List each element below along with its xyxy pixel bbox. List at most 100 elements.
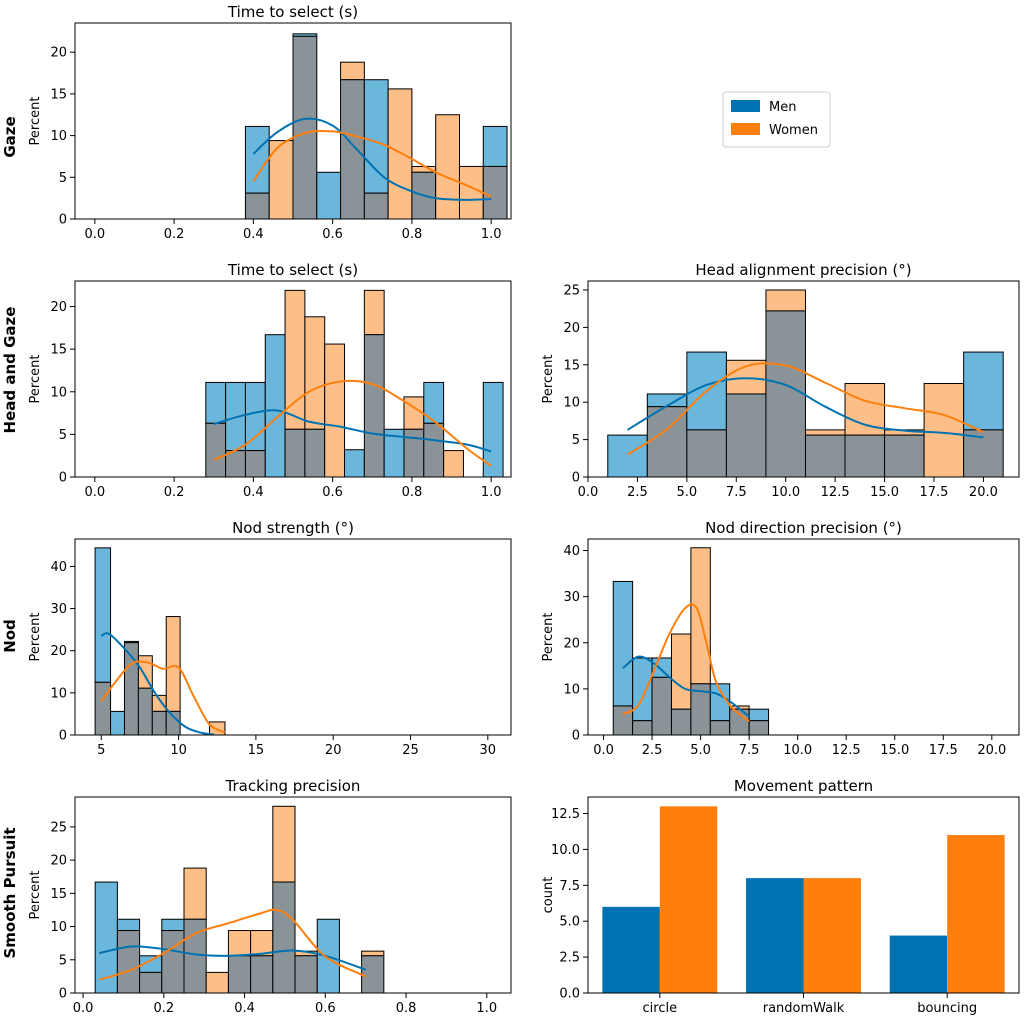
bar-men [116,918,141,932]
bar-overlap [165,710,181,736]
y-axis-label: count [541,877,556,914]
panel-title: Time to select (s) [227,3,358,21]
x-tick-label: 12.5 [821,485,850,500]
bar-overlap [363,334,385,478]
bar-women [209,721,226,736]
bar-men [264,334,286,478]
y-tick-label: 5.0 [559,915,580,930]
x-tick-label: 10.0 [771,485,800,500]
y-tick-label: 0 [59,213,67,228]
bar-overlap [151,710,167,736]
legend-swatch-men [731,100,760,112]
y-tick-label: 25 [50,820,67,835]
kde-line-women [100,660,226,734]
bar-overlap [804,434,846,478]
axes-frame [74,796,512,994]
y-tick-label: 7.5 [559,879,580,894]
bar-men [316,171,342,220]
bar-overlap [294,955,318,994]
bar-women [340,61,365,81]
kde-line-men [627,377,984,439]
bar-women [844,382,886,436]
bar-women [387,88,413,220]
y-tick-label: 20 [563,636,580,651]
y-tick-label: 25 [563,283,580,298]
bar-overlap [139,971,163,994]
y-tick-label: 15 [50,87,67,102]
axes-frame [74,280,512,478]
y-tick-label: 5 [572,433,580,448]
x-tick-label: randomWalk [763,1001,845,1016]
y-tick-label: 30 [563,590,580,605]
y-tick-label: 15 [563,358,580,373]
x-tick-label: 0.8 [402,227,423,242]
bar-overlap [423,422,445,478]
bar-women [923,382,965,478]
x-tick-label: 15.0 [880,743,909,758]
kde-line-women [627,362,984,456]
x-tick-label: 15 [248,743,265,758]
x-tick-label: 5.0 [677,485,698,500]
axes-frame [587,280,1020,478]
bar-overlap [304,428,326,478]
bar-men [344,449,365,478]
bar-overlap [250,955,274,994]
bar-men [602,906,660,993]
y-axis-label: Percent [28,97,43,146]
bar-men [110,710,125,736]
x-tick-label: 30 [480,743,497,758]
x-tick-label: 2.5 [642,743,663,758]
y-tick-label: 0 [572,729,580,744]
y-axis-label: Percent [28,871,43,920]
bar-women [272,805,296,883]
bar-men [748,708,770,722]
bar-overlap [748,720,770,736]
panel-hg-align: 0 5 10 15 20 25 0.0 2.5 5.0 7.5 10.0 12.5 15.0 17.5 20… [541,261,1020,500]
bar-men [244,125,270,194]
y-tick-label: 0 [572,471,580,486]
bar-overlap [116,930,141,994]
row-label-gaze: Gaze [1,116,19,157]
kde-line-women [252,129,492,198]
y-tick-label: 40 [563,544,580,559]
panel-title: Movement pattern [734,777,873,795]
y-tick-label: 15 [50,887,67,902]
bar-overlap [651,676,672,736]
kde-line-men [100,632,215,736]
x-tick-label: 20.0 [977,743,1006,758]
y-axis-label: Percent [28,613,43,662]
bar-men [632,657,653,722]
panel-sp-tracking: 0 5 10 15 20 25 0.0 0.2 0.4 0.6 0.8 1.0 Tracking pre… [28,777,512,1016]
y-tick-label: 2.5 [559,951,580,966]
bar-men [244,381,266,452]
panel-hg-time: 0 5 10 15 20 0.0 0.2 0.4 0.6 0.8 1.0 Time to select… [28,261,512,500]
bar-overlap [632,720,653,736]
panel-title: Nod direction precision (°) [705,519,902,537]
bar-overlap [161,930,185,994]
bar-men [612,580,634,707]
bar-overlap [686,429,727,478]
x-tick-label: 7.5 [739,743,760,758]
legend-label-women: Women [769,123,818,138]
x-tick-label: 20 [325,743,342,758]
bar-overlap [244,192,270,220]
x-tick-label: 0.2 [164,227,185,242]
y-tick-label: 10.0 [551,843,580,858]
kde-line-men [252,117,492,201]
panel-title: Time to select (s) [227,261,358,279]
x-tick-label: 0.6 [322,227,343,242]
panel-nod-direction: 0 10 20 30 40 0.0 2.5 5.0 7.5 10.0 12.5 15.0 17.5 20.… [541,519,1020,758]
bar-overlap [244,450,266,478]
bar-men [205,381,227,424]
y-tick-label: 12.5 [551,807,580,822]
legend-label-men: Men [769,100,796,115]
bar-women [165,616,181,712]
row-label-smooth-pursuit: Smooth Pursuit [1,827,19,958]
axes-frame [74,22,512,220]
bar-men [746,878,804,993]
bar-women [435,114,460,220]
bar-men [646,393,688,408]
kde-line-women [98,908,367,981]
x-tick-label: 10.0 [783,743,812,758]
bar-overlap [137,687,153,736]
